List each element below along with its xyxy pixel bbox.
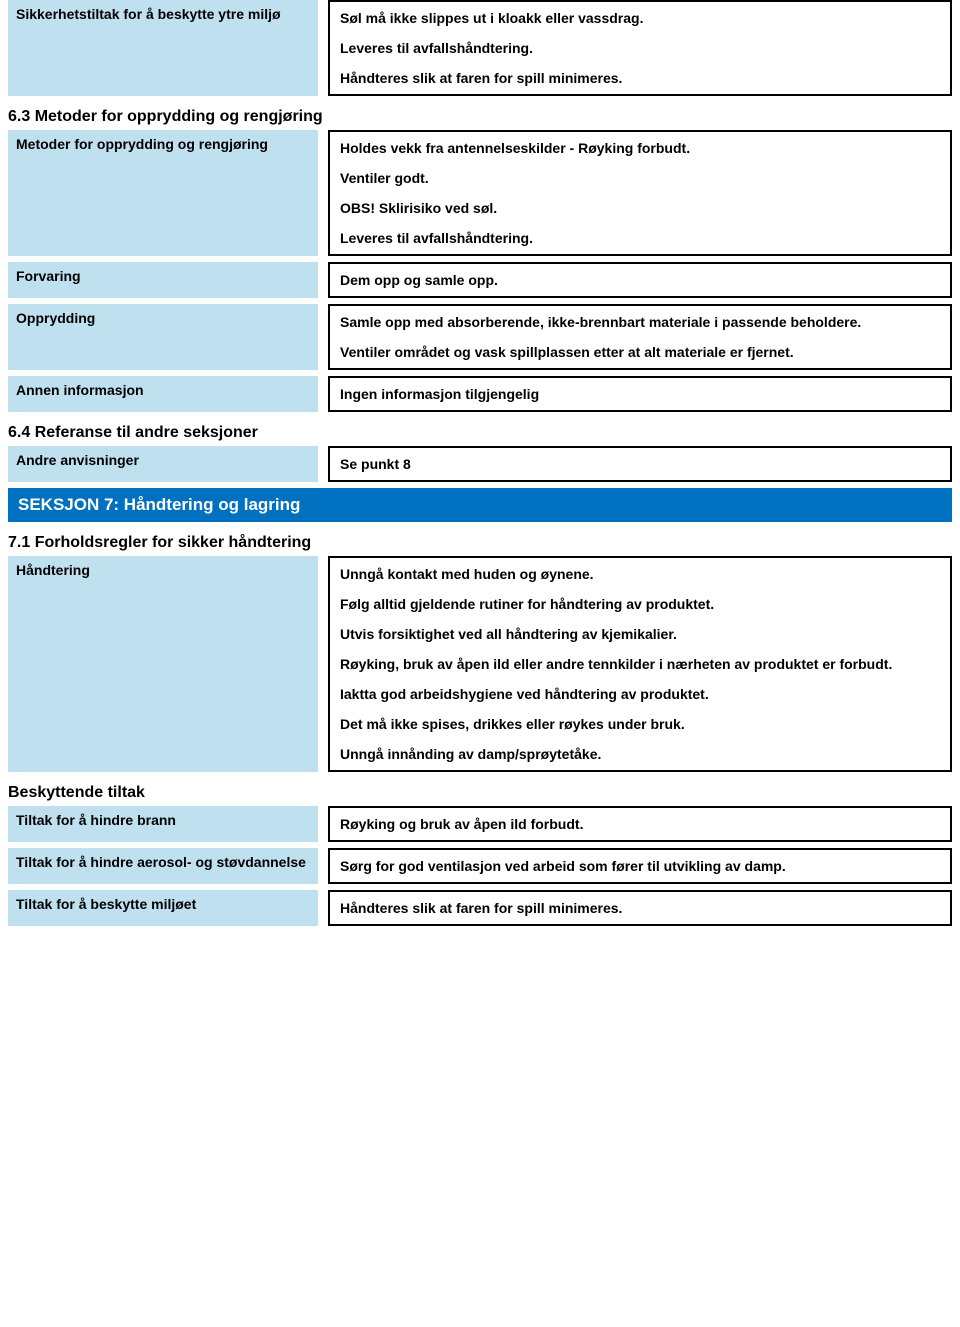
para: Utvis forsiktighet ved all håndtering av…: [340, 626, 940, 642]
para: Iaktta god arbeidshygiene ved håndtering…: [340, 686, 940, 702]
subheading-protective: Beskyttende tiltak: [0, 778, 960, 806]
section-7-header: SEKSJON 7: Håndtering og lagring: [8, 488, 952, 522]
para: Dem opp og samle opp.: [340, 272, 940, 288]
para: Røyking, bruk av åpen ild eller andre te…: [340, 656, 940, 672]
data-row: Håndtering Unngå kontakt med huden og øy…: [0, 556, 960, 772]
para: Samle opp med absorberende, ikke-brennba…: [340, 314, 940, 330]
row-value: Ingen informasjon tilgjengelig: [328, 376, 952, 412]
row-value: Søl må ikke slippes ut i kloakk eller va…: [328, 0, 952, 96]
subheading-6-4: 6.4 Referanse til andre seksjoner: [0, 418, 960, 446]
para: Ventiler godt.: [340, 170, 940, 186]
para: Følg alltid gjeldende rutiner for håndte…: [340, 596, 940, 612]
para: Se punkt 8: [340, 456, 940, 472]
row-label: Forvaring: [8, 262, 318, 298]
row-label: Andre anvisninger: [8, 446, 318, 482]
para: Det må ikke spises, drikkes eller røykes…: [340, 716, 940, 732]
para: Røyking og bruk av åpen ild forbudt.: [340, 816, 940, 832]
row-value: Røyking og bruk av åpen ild forbudt.: [328, 806, 952, 842]
para: Ingen informasjon tilgjengelig: [340, 386, 940, 402]
row-label: Annen informasjon: [8, 376, 318, 412]
para: OBS! Sklirisiko ved søl.: [340, 200, 940, 216]
data-row: Tiltak for å hindre aerosol- og støvdann…: [0, 848, 960, 884]
row-value: Unngå kontakt med huden og øynene. Følg …: [328, 556, 952, 772]
para: Håndteres slik at faren for spill minime…: [340, 900, 940, 916]
row-label: Tiltak for å beskytte miljøet: [8, 890, 318, 926]
para: Håndteres slik at faren for spill minime…: [340, 70, 940, 86]
data-row: Opprydding Samle opp med absorberende, i…: [0, 304, 960, 370]
subheading-6-3: 6.3 Metoder for opprydding og rengjøring: [0, 102, 960, 130]
row-value: Se punkt 8: [328, 446, 952, 482]
data-row: Tiltak for å hindre brann Røyking og bru…: [0, 806, 960, 842]
row-value: Dem opp og samle opp.: [328, 262, 952, 298]
para: Leveres til avfallshåndtering.: [340, 40, 940, 56]
data-row: Sikkerhetstiltak for å beskytte ytre mil…: [0, 0, 960, 96]
row-value: Sørg for god ventilasjon ved arbeid som …: [328, 848, 952, 884]
row-value: Holdes vekk fra antennelseskilder - Røyk…: [328, 130, 952, 256]
row-label: Metoder for opprydding og rengjøring: [8, 130, 318, 256]
row-label: Tiltak for å hindre brann: [8, 806, 318, 842]
para: Holdes vekk fra antennelseskilder - Røyk…: [340, 140, 940, 156]
para: Unngå innånding av damp/sprøytetåke.: [340, 746, 940, 762]
row-label: Opprydding: [8, 304, 318, 370]
para: Sørg for god ventilasjon ved arbeid som …: [340, 858, 940, 874]
row-label: Håndtering: [8, 556, 318, 772]
row-label: Tiltak for å hindre aerosol- og støvdann…: [8, 848, 318, 884]
data-row: Forvaring Dem opp og samle opp.: [0, 262, 960, 298]
row-value: Samle opp med absorberende, ikke-brennba…: [328, 304, 952, 370]
para: Søl må ikke slippes ut i kloakk eller va…: [340, 10, 940, 26]
subheading-7-1: 7.1 Forholdsregler for sikker håndtering: [0, 528, 960, 556]
row-value: Håndteres slik at faren for spill minime…: [328, 890, 952, 926]
para: Unngå kontakt med huden og øynene.: [340, 566, 940, 582]
row-label: Sikkerhetstiltak for å beskytte ytre mil…: [8, 0, 318, 96]
para: Leveres til avfallshåndtering.: [340, 230, 940, 246]
data-row: Annen informasjon Ingen informasjon tilg…: [0, 376, 960, 412]
data-row: Tiltak for å beskytte miljøet Håndteres …: [0, 890, 960, 926]
data-row: Metoder for opprydding og rengjøring Hol…: [0, 130, 960, 256]
para: Ventiler området og vask spillplassen et…: [340, 344, 940, 360]
data-row: Andre anvisninger Se punkt 8: [0, 446, 960, 482]
